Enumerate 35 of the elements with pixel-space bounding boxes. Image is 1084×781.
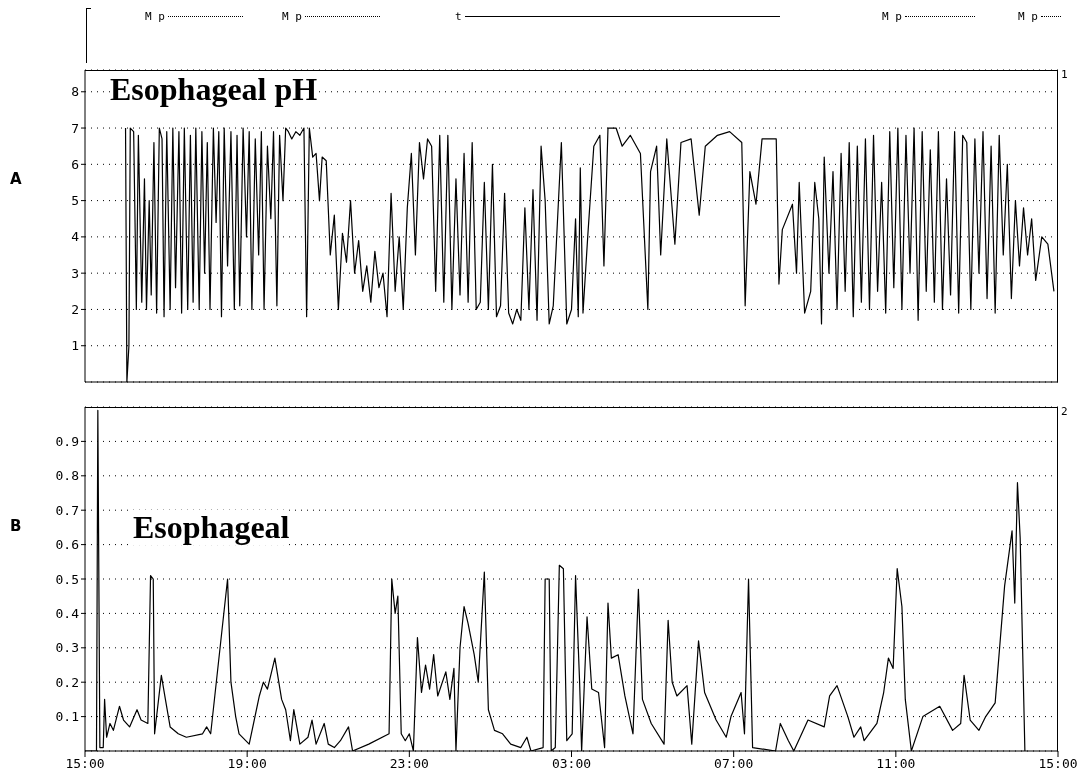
y-tick-label: 6 xyxy=(71,156,79,172)
text: Esophageal xyxy=(133,509,290,546)
y-tick-label: 0.5 xyxy=(55,571,79,587)
text: B xyxy=(10,517,22,536)
y-tick-label: 7 xyxy=(71,120,79,136)
x-tick-label: 15:00 xyxy=(1038,756,1078,772)
y-tick-label: 3 xyxy=(71,265,79,281)
text: 1 xyxy=(1061,68,1068,81)
text: M p xyxy=(1018,10,1038,23)
y-tick-label: 0.4 xyxy=(55,606,80,622)
y-tick-label: 0.6 xyxy=(55,537,79,553)
text: M p xyxy=(282,10,302,23)
y-tick-label: 0.1 xyxy=(55,709,79,725)
y-tick-label: 5 xyxy=(71,193,79,209)
y-tick-label: 8 xyxy=(71,84,79,100)
y-tick-label: 0.2 xyxy=(55,674,79,690)
text: M p xyxy=(882,10,902,23)
x-tick-label: 15:00 xyxy=(65,756,105,772)
y-tick-label: 0.3 xyxy=(55,640,79,656)
y-tick-label: 2 xyxy=(71,302,79,318)
x-tick-label: 11:00 xyxy=(876,756,916,772)
y-tick-label: 0.8 xyxy=(55,468,79,484)
text: M p xyxy=(145,10,165,23)
text: A xyxy=(10,169,22,188)
x-tick-label: 23:00 xyxy=(389,756,429,772)
y-tick-label: 1 xyxy=(71,338,79,354)
x-tick-label: 03:00 xyxy=(551,756,592,772)
x-tick-label: 07:00 xyxy=(714,756,754,772)
y-tick-label: 0.9 xyxy=(55,434,79,450)
x-tick-label: 19:00 xyxy=(227,756,267,772)
y-tick-label: 4 xyxy=(71,229,80,245)
text: 2 xyxy=(1061,405,1068,418)
y-tick-label: 0.7 xyxy=(55,502,79,518)
text: t xyxy=(455,10,462,23)
chart-title: Esophageal pH xyxy=(110,71,318,108)
